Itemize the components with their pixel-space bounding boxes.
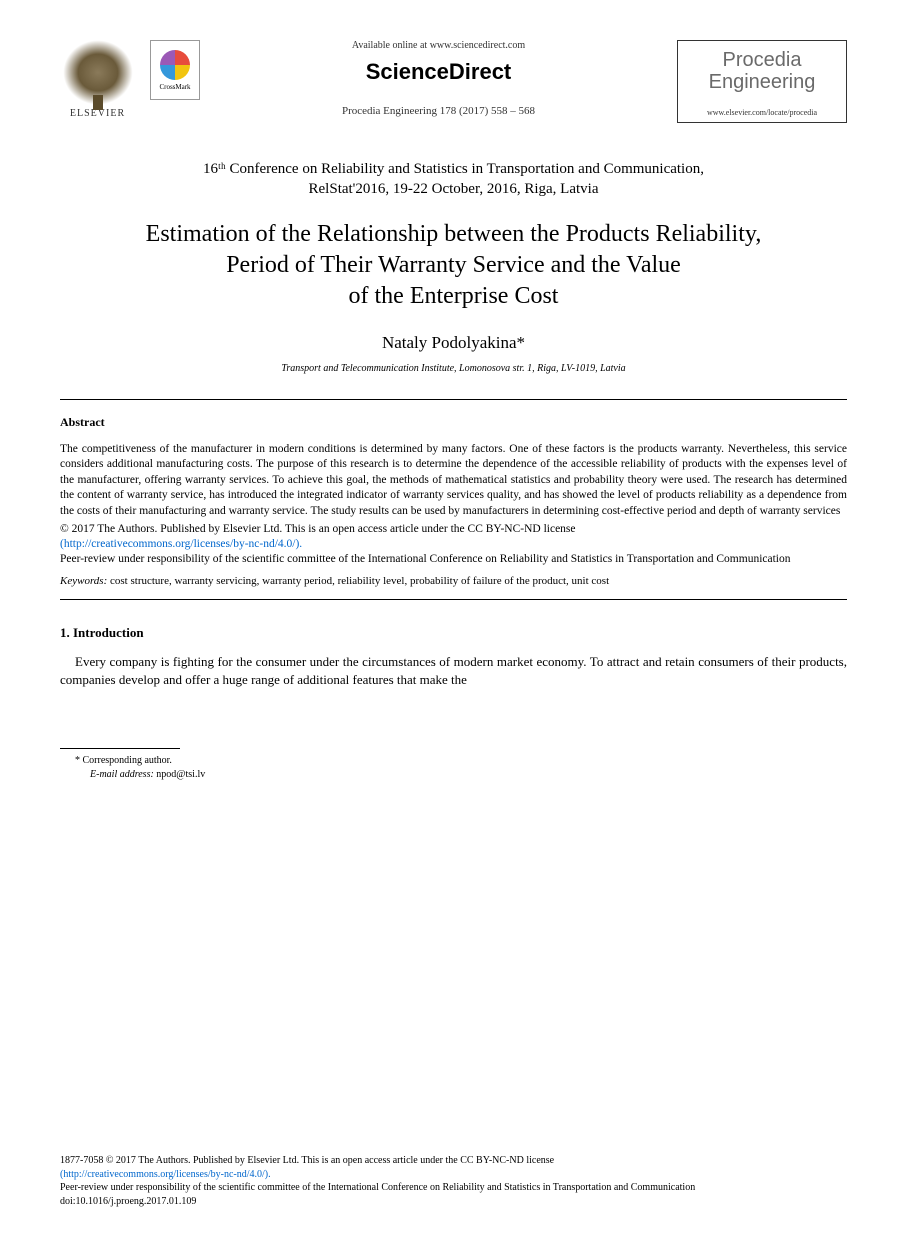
footnote-email-value: npod@tsi.lv (154, 769, 205, 780)
footer-doi: doi:10.1016/j.proeng.2017.01.109 (60, 1195, 847, 1209)
journal-url: www.elsevier.com/locate/procedia (693, 108, 831, 117)
sciencedirect-logo: ScienceDirect (220, 59, 657, 85)
author-affiliation: Transport and Telecommunication Institut… (60, 363, 847, 374)
left-logos: ELSEVIER CrossMark (60, 40, 200, 125)
journal-box: Procedia Engineering www.elsevier.com/lo… (677, 40, 847, 123)
footer-peer-review: Peer-review under responsibility of the … (60, 1181, 847, 1195)
center-header: Available online at www.sciencedirect.co… (200, 40, 677, 117)
abstract-text: The competitiveness of the manufacturer … (60, 442, 847, 520)
footnote-separator (60, 748, 180, 749)
section-1-para1: Every company is fighting for the consum… (60, 653, 847, 688)
crossmark-badge[interactable]: CrossMark (150, 40, 200, 100)
header-row: ELSEVIER CrossMark Available online at w… (60, 40, 847, 125)
available-online-text: Available online at www.sciencedirect.co… (220, 40, 657, 51)
keywords-text: cost structure, warranty servicing, warr… (107, 575, 609, 587)
crossmark-label: CrossMark (159, 83, 190, 91)
citation-text: Procedia Engineering 178 (2017) 558 – 56… (220, 105, 657, 117)
section-1-heading: 1. Introduction (60, 625, 847, 641)
page-footer: 1877-7058 © 2017 The Authors. Published … (60, 1154, 847, 1208)
elsevier-tree-icon (63, 40, 133, 105)
peer-review-text: Peer-review under responsibility of the … (60, 552, 847, 568)
copyright-text: © 2017 The Authors. Published by Elsevie… (60, 522, 847, 538)
divider-top (60, 399, 847, 400)
conference-info: 16ᵗʰ Conference on Reliability and Stati… (60, 160, 847, 199)
footer-license-link[interactable]: (http://creativecommons.org/licenses/by-… (60, 1168, 847, 1182)
footnote-corresponding: * Corresponding author. (75, 754, 847, 768)
title-line3: of the Enterprise Cost (60, 281, 847, 312)
title-line2: Period of Their Warranty Service and the… (60, 250, 847, 281)
footnote-email-label: E-mail address: (90, 769, 154, 780)
journal-title-line1: Procedia (693, 49, 831, 71)
elsevier-logo: ELSEVIER (60, 40, 135, 125)
journal-title-line2: Engineering (693, 71, 831, 93)
abstract-heading: Abstract (60, 415, 847, 430)
keywords-line: Keywords: cost structure, warranty servi… (60, 575, 847, 587)
paper-title: Estimation of the Relationship between t… (60, 219, 847, 313)
conference-line1: 16ᵗʰ Conference on Reliability and Stati… (60, 160, 847, 180)
crossmark-icon (160, 50, 190, 80)
footer-issn: 1877-7058 © 2017 The Authors. Published … (60, 1154, 847, 1168)
title-line1: Estimation of the Relationship between t… (60, 219, 847, 250)
license-link[interactable]: (http://creativecommons.org/licenses/by-… (60, 538, 847, 550)
footnote-email: E-mail address: npod@tsi.lv (90, 768, 847, 782)
conference-line2: RelStat'2016, 19-22 October, 2016, Riga,… (60, 180, 847, 200)
divider-bottom (60, 599, 847, 600)
author-name: Nataly Podolyakina* (60, 333, 847, 353)
keywords-label: Keywords: (60, 575, 107, 587)
